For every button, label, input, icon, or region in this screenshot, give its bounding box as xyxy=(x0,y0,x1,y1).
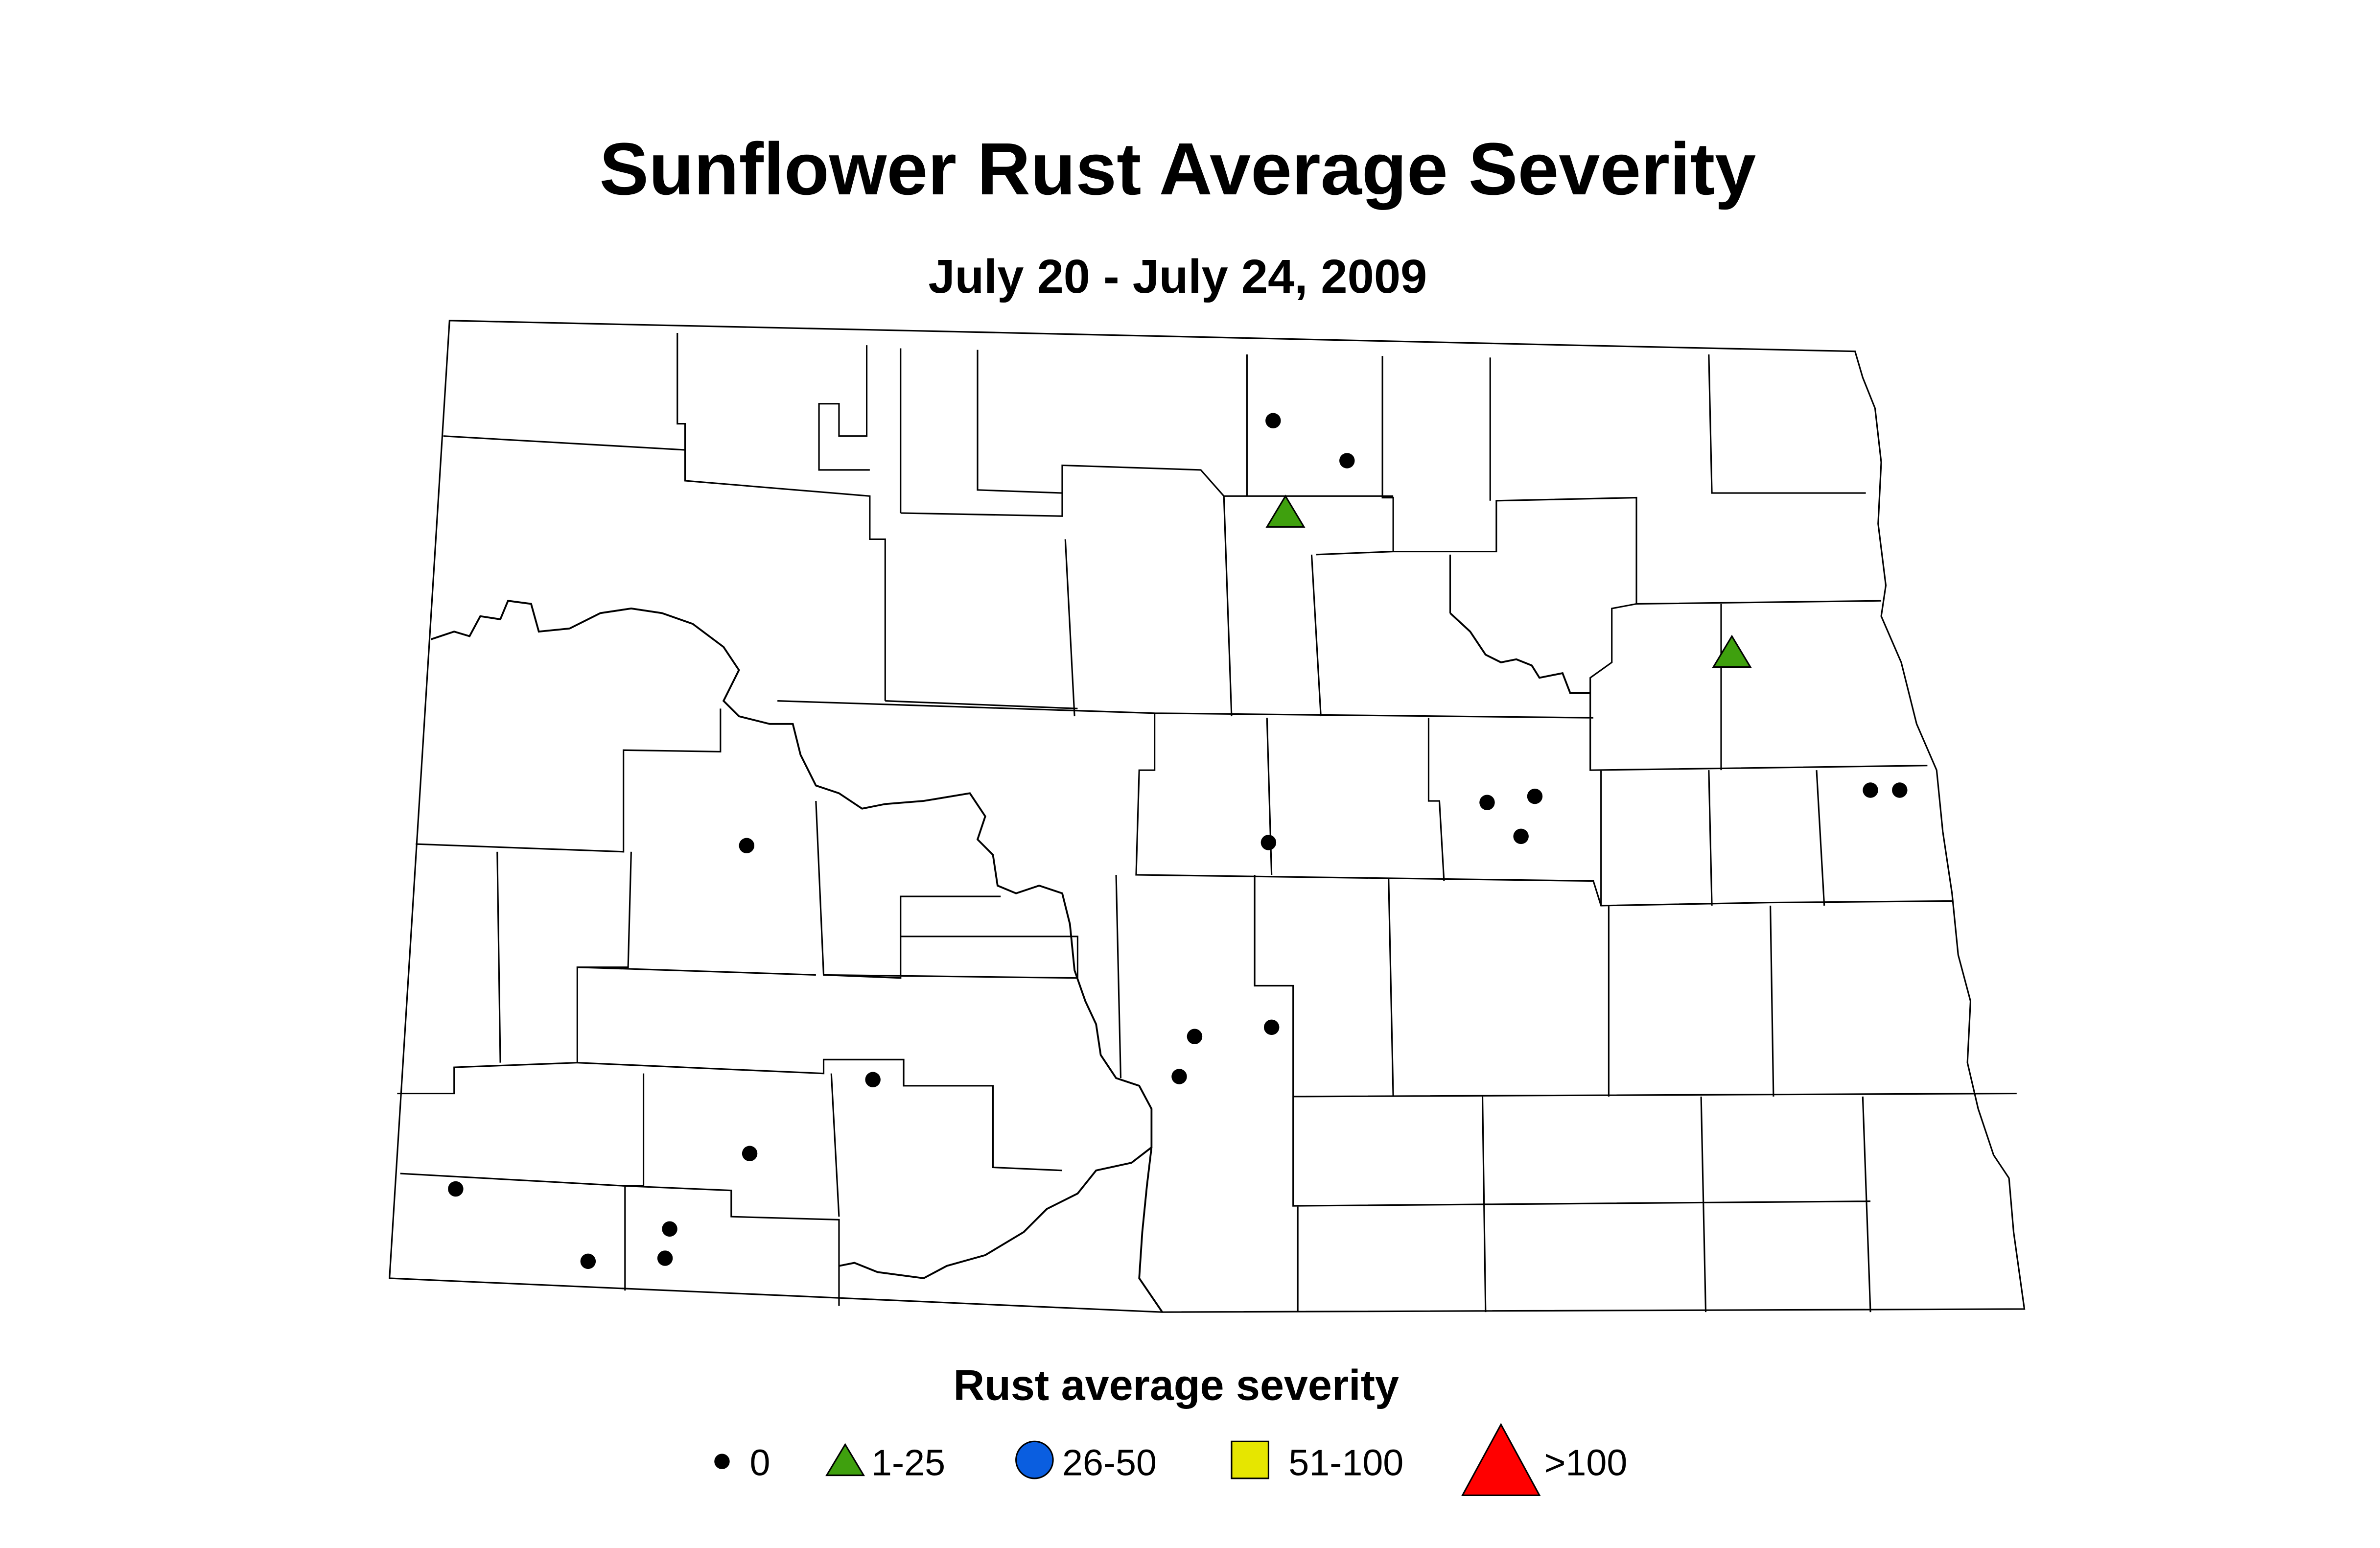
point xyxy=(1712,634,1752,668)
river xyxy=(430,600,1153,1279)
point xyxy=(739,838,754,853)
point xyxy=(580,1253,596,1269)
point xyxy=(657,1250,673,1266)
legend-symbol xyxy=(1461,1423,1541,1496)
point xyxy=(1265,494,1306,528)
point xyxy=(742,1146,758,1161)
legend-label: 26-50 xyxy=(1062,1442,1157,1483)
point xyxy=(1339,453,1355,469)
legend-label: >100 xyxy=(1544,1442,1627,1483)
river xyxy=(1138,1147,1163,1313)
map-title: Sunflower Rust Average Severity xyxy=(599,127,1756,210)
legend-label: 51-100 xyxy=(1288,1442,1403,1483)
point xyxy=(865,1072,881,1087)
point xyxy=(1263,1019,1280,1035)
legend-symbol xyxy=(1231,1440,1269,1479)
point xyxy=(1863,782,1878,798)
point xyxy=(1187,1029,1203,1044)
legend-symbol xyxy=(1015,1440,1054,1479)
point xyxy=(1479,795,1495,810)
state-border xyxy=(388,320,2026,1313)
low-severity-points xyxy=(1265,494,1752,668)
point xyxy=(662,1221,677,1237)
observation-points xyxy=(448,413,1908,1269)
point xyxy=(1260,835,1277,850)
legend: Rust average severity 0 1-25 26-50 51-10… xyxy=(714,1360,1627,1496)
legend-symbol xyxy=(714,1454,730,1469)
point xyxy=(1892,782,1908,798)
legend-label: 0 xyxy=(750,1442,770,1483)
state-map xyxy=(388,320,2026,1313)
legend-symbol xyxy=(825,1443,865,1477)
point xyxy=(1171,1069,1187,1084)
river xyxy=(1449,612,1590,694)
point xyxy=(1527,788,1543,804)
county-lines xyxy=(397,332,2017,1313)
map-subtitle: July 20 - July 24, 2009 xyxy=(928,250,1427,303)
legend-title: Rust average severity xyxy=(954,1360,1399,1409)
legend-label: 1-25 xyxy=(871,1442,945,1483)
point xyxy=(1265,413,1281,428)
zero-severity-points xyxy=(448,413,1908,1269)
point xyxy=(448,1181,464,1197)
point xyxy=(1513,828,1529,844)
